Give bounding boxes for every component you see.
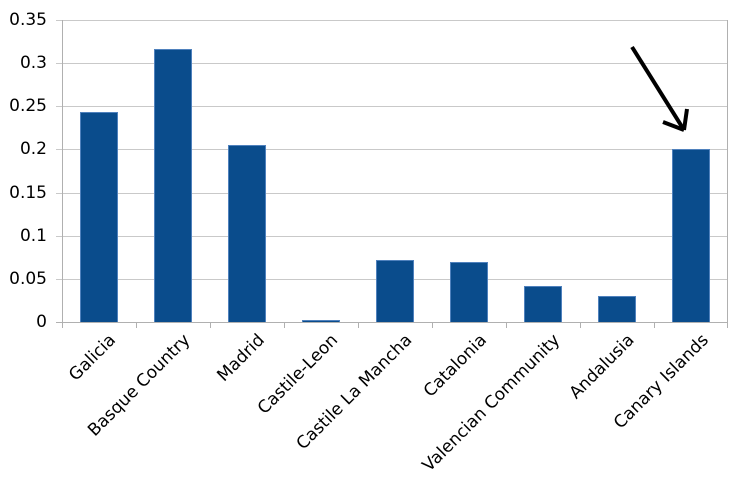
- x-axis-tick: [432, 322, 433, 328]
- bar-valencian-community: [524, 286, 562, 322]
- y-tick-label: 0.05: [9, 269, 47, 289]
- bar-canary-islands: [672, 149, 710, 322]
- y-tick-label: 0.35: [9, 10, 47, 30]
- x-category-label: Andalusia: [565, 330, 639, 404]
- x-axis-tick: [210, 322, 211, 328]
- bar-castile-leon: [302, 320, 340, 322]
- x-category-label: Madrid: [213, 330, 269, 386]
- y-gridline: [56, 193, 728, 194]
- y-gridline: [56, 149, 728, 150]
- x-axis-tick: [654, 322, 655, 328]
- bar-madrid: [228, 145, 266, 322]
- plot-area: [56, 20, 728, 328]
- y-tick-label: 0: [36, 312, 47, 332]
- bar-basque-country: [154, 49, 192, 322]
- y-tick-label: 0.15: [9, 183, 47, 203]
- bar-galicia: [80, 112, 118, 322]
- x-axis-tick: [358, 322, 359, 328]
- x-axis-tick: [136, 322, 137, 328]
- x-axis-tick: [506, 322, 507, 328]
- bar-andalusia: [598, 296, 636, 322]
- y-tick-label: 0.2: [19, 139, 47, 159]
- x-category-label: Catalonia: [419, 330, 491, 402]
- y-gridline: [56, 236, 728, 237]
- x-category-label: Galicia: [65, 330, 121, 386]
- bar-catalonia: [450, 262, 488, 322]
- y-axis-line: [62, 20, 63, 328]
- right-axis-line: [727, 20, 728, 328]
- x-axis-tick: [580, 322, 581, 328]
- x-axis-tick: [284, 322, 285, 328]
- x-category-label: Valencian Community: [418, 330, 565, 476]
- y-tick-label: 0.3: [19, 53, 47, 73]
- y-gridline: [56, 20, 728, 21]
- y-tick-label: 0.25: [9, 96, 47, 116]
- y-gridline: [56, 63, 728, 64]
- y-tick-label: 0.1: [19, 226, 47, 246]
- x-axis-line: [56, 322, 728, 323]
- bar-castile-la-mancha: [376, 260, 414, 322]
- y-gridline: [56, 106, 728, 107]
